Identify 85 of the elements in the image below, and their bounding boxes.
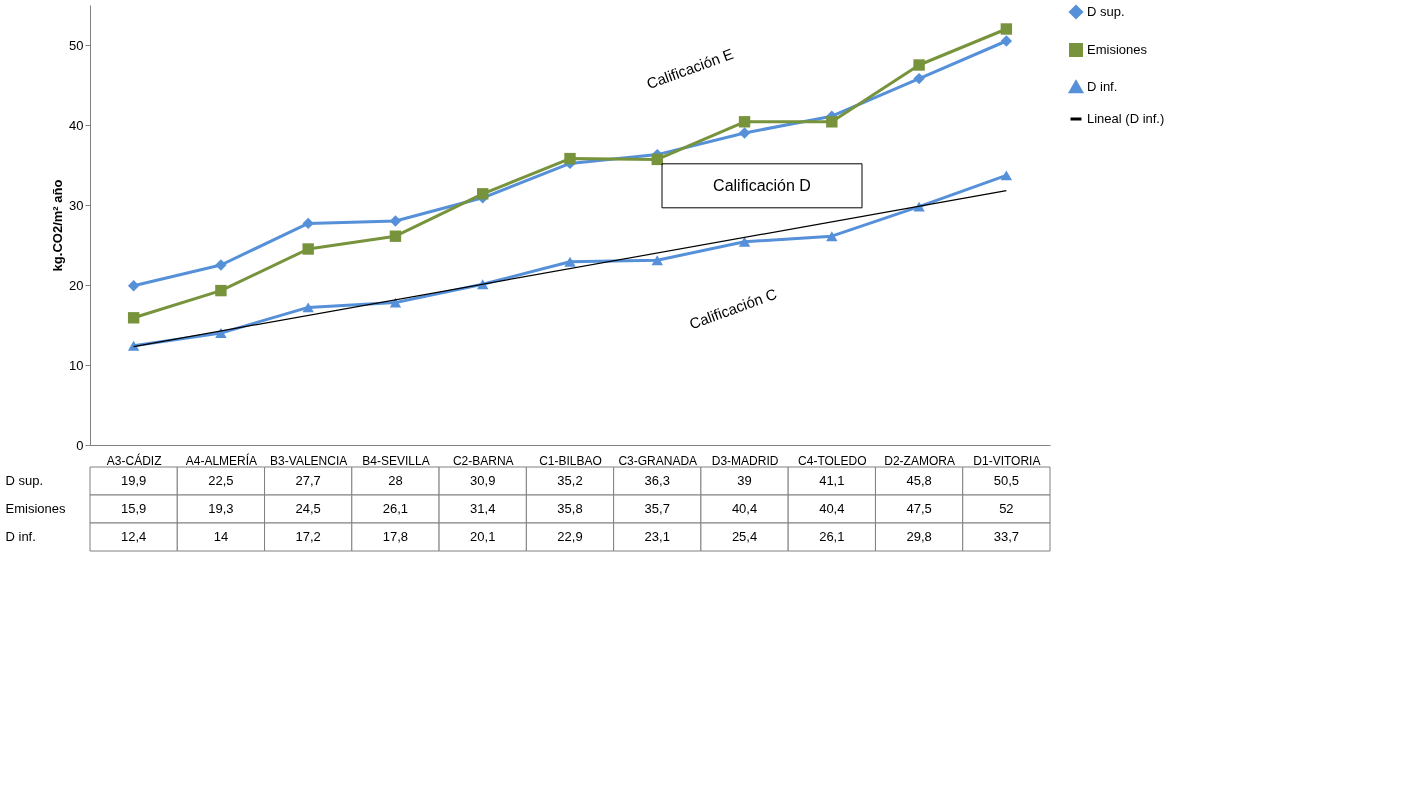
y-axis-title: kg.CO2/m² año bbox=[50, 179, 66, 272]
data-label: 52 bbox=[999, 501, 1014, 516]
point bbox=[1000, 170, 1013, 181]
point bbox=[913, 72, 925, 85]
data-label: 17,8 bbox=[382, 529, 409, 544]
point bbox=[1000, 23, 1013, 35]
legend-label: D inf. bbox=[1087, 79, 1118, 94]
point bbox=[302, 217, 314, 230]
data-label: 41,1 bbox=[819, 473, 845, 488]
text: D inf. bbox=[5, 529, 36, 544]
point bbox=[826, 116, 838, 128]
x-tick-label: A4-ALMERÍA bbox=[185, 452, 258, 468]
data-label: 28 bbox=[388, 473, 403, 488]
annotation: Calificación D bbox=[713, 176, 811, 194]
data-label: 33,7 bbox=[993, 529, 1020, 544]
x-tick-label: B3-VALENCIA bbox=[270, 453, 348, 468]
data-label: 26,1 bbox=[819, 529, 845, 544]
data-label: 26,1 bbox=[382, 501, 409, 516]
data-label: 23,1 bbox=[644, 529, 670, 544]
data-label: 19,3 bbox=[208, 501, 234, 516]
data-label: 29,8 bbox=[906, 529, 932, 544]
point bbox=[651, 255, 663, 266]
data-label: 31,4 bbox=[470, 501, 496, 516]
data-label: 24,5 bbox=[295, 501, 321, 516]
data-label: 15,9 bbox=[120, 501, 147, 516]
data-label: 40,4 bbox=[731, 501, 758, 516]
legend-label: Emisiones bbox=[1087, 42, 1148, 57]
data-label: 12,4 bbox=[120, 529, 147, 544]
point bbox=[1000, 35, 1013, 47]
x-tick-label: B4-SEVILLA bbox=[362, 453, 430, 468]
point bbox=[738, 127, 751, 139]
legend-label: D sup. bbox=[1087, 4, 1125, 19]
point bbox=[127, 280, 140, 292]
data-label: 27,7 bbox=[295, 473, 321, 488]
point bbox=[302, 243, 314, 255]
x-tick-label: D2-ZAMORA bbox=[884, 453, 955, 468]
x-tick-label: C4-TOLEDO bbox=[798, 453, 867, 468]
point bbox=[389, 230, 402, 242]
point bbox=[738, 116, 751, 128]
point bbox=[651, 153, 663, 166]
data-label: 22,9 bbox=[557, 529, 583, 544]
y-tick-label: 40 bbox=[69, 117, 84, 133]
data-label: 40,4 bbox=[819, 501, 845, 516]
point bbox=[826, 231, 838, 242]
text: D sup. bbox=[5, 473, 44, 488]
data-label: 50,5 bbox=[993, 473, 1020, 488]
legend-label: Lineal (D inf.) bbox=[1087, 111, 1165, 126]
text: Emisiones bbox=[5, 501, 66, 516]
point bbox=[302, 302, 314, 313]
data-label: 17,2 bbox=[295, 529, 321, 544]
point bbox=[564, 256, 576, 267]
x-tick-label: C3-GRANADA bbox=[618, 453, 698, 468]
y-tick-label: 20 bbox=[69, 277, 84, 293]
data-label: 36,3 bbox=[644, 473, 670, 488]
data-label: 20,1 bbox=[470, 529, 496, 544]
data-label: 30,9 bbox=[470, 473, 496, 488]
point bbox=[127, 312, 140, 324]
point bbox=[215, 259, 227, 271]
data-label: 25,4 bbox=[731, 529, 758, 544]
x-tick-label: D1-VITORIA bbox=[973, 453, 1041, 468]
data-label: 19,9 bbox=[120, 473, 147, 488]
point bbox=[913, 59, 925, 71]
point bbox=[477, 188, 489, 200]
data-label: 35,7 bbox=[644, 501, 670, 516]
x-tick-label: C2-BARNA bbox=[452, 453, 514, 468]
data-label: 47,5 bbox=[906, 501, 932, 516]
y-tick-label: 0 bbox=[76, 437, 84, 453]
data-label: 39 bbox=[737, 473, 752, 488]
point bbox=[127, 340, 140, 351]
data-label: 35,8 bbox=[557, 501, 583, 516]
y-tick-label: 50 bbox=[69, 37, 84, 53]
data-label: 35,2 bbox=[557, 473, 583, 488]
point bbox=[738, 236, 751, 247]
y-tick-label: 30 bbox=[69, 197, 84, 213]
x-tick-label: A3-CÁDIZ bbox=[106, 452, 162, 468]
point bbox=[215, 328, 227, 338]
x-tick-label: C1-BILBAO bbox=[539, 453, 602, 468]
data-label: 14 bbox=[213, 529, 229, 544]
y-tick-label: 10 bbox=[69, 357, 84, 373]
data-label: 22,5 bbox=[208, 473, 234, 488]
point bbox=[215, 284, 227, 297]
point bbox=[389, 297, 402, 308]
data-label: 45,8 bbox=[906, 473, 932, 488]
x-tick-label: D3-MADRID bbox=[711, 453, 779, 468]
point bbox=[564, 152, 576, 165]
